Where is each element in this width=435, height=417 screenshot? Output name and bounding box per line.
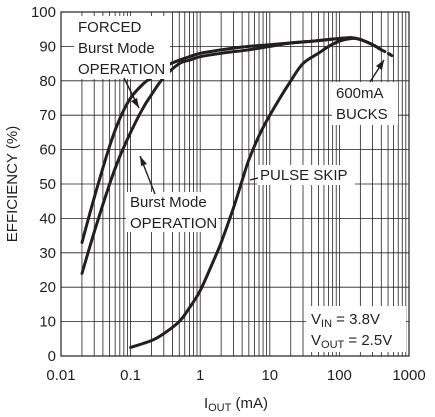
- y-tick-label: 80: [39, 73, 56, 90]
- series-extension-dashed: [379, 48, 396, 59]
- annotation-burst-bg: [126, 192, 218, 232]
- annotation-conditions-bg: [306, 306, 406, 352]
- annotation-vin: VIN = 3.8V: [311, 311, 380, 330]
- annotation-pulse-skip-text: PULSE SKIP: [260, 167, 348, 184]
- annotation-pulse-skip: PULSE SKIP: [249, 165, 355, 185]
- annotation-vout-value: = 2.5V: [344, 332, 392, 349]
- x-axis-title-main: I: [204, 395, 208, 412]
- annotation-vin-value: = 3.8V: [332, 311, 380, 328]
- annotation-vin-sub: IN: [321, 318, 332, 330]
- y-tick-label: 60: [39, 142, 56, 159]
- plot-frame: [60, 11, 410, 357]
- annotation-forced-line2: Burst Mode: [78, 40, 155, 57]
- annotation-burst-line2: OPERATION: [130, 215, 217, 232]
- curves: [80, 36, 396, 349]
- x-axis-title: IOUT (mA): [204, 395, 268, 414]
- x-axis-title-unit: (mA): [231, 395, 268, 412]
- annotation-vout-main: V: [311, 332, 321, 349]
- y-tick-label: 0: [48, 348, 56, 365]
- annotation-bucks-bg: [332, 82, 398, 125]
- y-tick-label: 70: [39, 107, 56, 124]
- y-tick-label: 20: [39, 279, 56, 296]
- annotation-pulse-skip-leader: [249, 177, 259, 181]
- x-tick-label: 0.1: [120, 367, 141, 384]
- annotation-pulse-skip-bg: [257, 165, 355, 185]
- annotation-burst-arrowhead: [140, 156, 147, 166]
- x-tick-label: 1: [196, 367, 204, 384]
- y-axis-title: EFFICIENCY (%): [4, 126, 21, 242]
- annotation-vout: VOUT = 2.5V: [311, 332, 392, 351]
- annotation-bucks-line2: BUCKS: [336, 106, 388, 123]
- annotation-burst: Burst Mode OPERATION: [126, 155, 218, 232]
- annotation-forced-line3: OPERATION: [78, 61, 165, 78]
- x-tick-label: 100: [327, 367, 352, 384]
- x-tick-label: 1000: [392, 367, 425, 384]
- annotation-bucks: 600mA BUCKS: [332, 59, 398, 125]
- annotation-bucks-arrowhead: [376, 60, 384, 70]
- x-axis-title-sub: OUT: [208, 402, 232, 414]
- y-tick-label: 50: [39, 176, 56, 193]
- series-pulse-skip-curve: [129, 36, 383, 349]
- y-tick-label: 90: [39, 38, 56, 55]
- annotation-forced-arrowhead: [131, 98, 139, 108]
- annotation-forced: FORCED Burst Mode OPERATION: [74, 16, 170, 109]
- y-tick-label: 10: [39, 314, 56, 331]
- x-tick-label: 10: [261, 367, 278, 384]
- annotation-bucks-line1: 600mA: [336, 85, 384, 102]
- y-tick-label: 40: [39, 210, 56, 227]
- y-tick-label: 30: [39, 245, 56, 262]
- annotation-forced-bg: [74, 16, 170, 79]
- annotation-burst-line1: Burst Mode: [130, 194, 207, 211]
- annotation-vin-main: V: [311, 311, 321, 328]
- y-tick-label: 100: [31, 4, 56, 21]
- annotation-conditions: VIN = 3.8V VOUT = 2.5V: [306, 306, 406, 352]
- x-tick-label: 0.01: [46, 367, 75, 384]
- annotation-vout-sub: OUT: [321, 339, 345, 351]
- y-tick-labels: 0 10 20 30 40 50 60 70 80 90 100: [31, 4, 56, 365]
- x-tick-labels: 0.01 0.1 1 10 100 1000: [46, 367, 425, 384]
- annotation-forced-line1: FORCED: [78, 19, 142, 36]
